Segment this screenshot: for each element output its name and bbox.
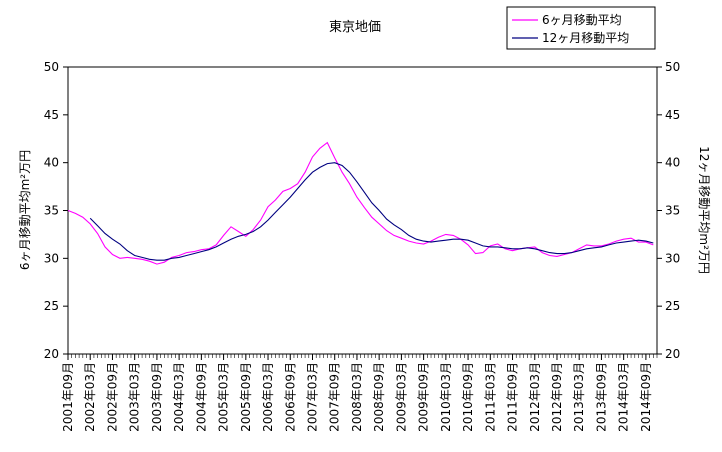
y-tick-right-label: 50: [665, 60, 680, 74]
legend-label-12-month: 12ヶ月移動平均: [542, 31, 629, 45]
x-tick-label: 2014年09月: [639, 362, 653, 432]
x-tick-label: 2003年03月: [128, 362, 142, 432]
plot-area: [67, 66, 658, 355]
y-tick-left-label: 30: [44, 251, 59, 265]
y-tick-right-label: 40: [665, 156, 680, 170]
x-tick-label: 2002年03月: [83, 362, 97, 432]
y-axis-left-label: 6ヶ月移動平均m²万円: [18, 150, 32, 270]
x-tick-label: 2008年09月: [372, 362, 386, 432]
x-tick-label: 2013年09月: [594, 362, 608, 432]
y-tick-left-label: 25: [44, 299, 59, 313]
x-tick-label: 2005年09月: [239, 362, 253, 432]
x-tick-label: 2005年03月: [217, 362, 231, 432]
x-tick-label: 2009年09月: [417, 362, 431, 432]
x-tick-label: 2011年09月: [506, 362, 520, 432]
y-tick-left-label: 20: [44, 347, 59, 361]
x-tick-label: 2011年03月: [483, 362, 497, 432]
x-tick-label: 2007年03月: [305, 362, 319, 432]
x-tick-label: 2013年03月: [572, 362, 586, 432]
y-tick-right-label: 30: [665, 251, 680, 265]
y-tick-left-label: 40: [44, 156, 59, 170]
x-tick-label: 2012年03月: [528, 362, 542, 432]
chart-title: 東京地価: [329, 19, 381, 35]
x-tick-label: 2010年09月: [461, 362, 475, 432]
x-tick-label: 2006年09月: [283, 362, 297, 432]
x-tick-label: 2010年03月: [439, 362, 453, 432]
x-axis: 2001年09月 2002年03月 2002年09月 2003年03月 2003年09月…: [61, 354, 653, 432]
legend: 6ヶ月移動平均 12ヶ月移動平均: [506, 6, 656, 50]
y-tick-left-label: 45: [44, 108, 59, 122]
y-tick-left-label: 50: [44, 60, 59, 74]
y-axis-right: 20 25 30 35 40 45 50: [657, 60, 680, 361]
x-axis-minor-ticks: [67, 354, 658, 358]
x-tick-label: 2012年09月: [550, 362, 564, 432]
series-lines: [67, 141, 654, 265]
x-tick-label: 2009年03月: [394, 362, 408, 432]
x-tick-label: 2004年03月: [172, 362, 186, 432]
x-tick-label: 2004年09月: [194, 362, 208, 432]
x-tick-label: 2007年09月: [328, 362, 342, 432]
y-tick-left-label: 35: [44, 204, 59, 218]
series-line-12-month: [89, 162, 654, 261]
y-tick-right-label: 25: [665, 299, 680, 313]
x-tick-label: 2008年03月: [350, 362, 364, 432]
legend-box: [506, 6, 656, 50]
x-tick-label: 2014年03月: [617, 362, 631, 432]
series-line-6-month: [67, 141, 654, 265]
legend-label-6-month: 6ヶ月移動平均: [542, 13, 622, 27]
x-tick-label: 2001年09月: [61, 362, 75, 432]
x-tick-label: 2006年03月: [261, 362, 275, 432]
y-tick-right-label: 35: [665, 204, 680, 218]
y-axis-left: 20 25 30 35 40 45 50: [44, 60, 68, 361]
y-tick-right-label: 45: [665, 108, 680, 122]
y-axis-right-label: 12ヶ月移動平均m²万円: [697, 146, 711, 274]
x-tick-label: 2003年09月: [150, 362, 164, 432]
y-tick-right-label: 20: [665, 347, 680, 361]
x-tick-label: 2002年09月: [105, 362, 119, 432]
